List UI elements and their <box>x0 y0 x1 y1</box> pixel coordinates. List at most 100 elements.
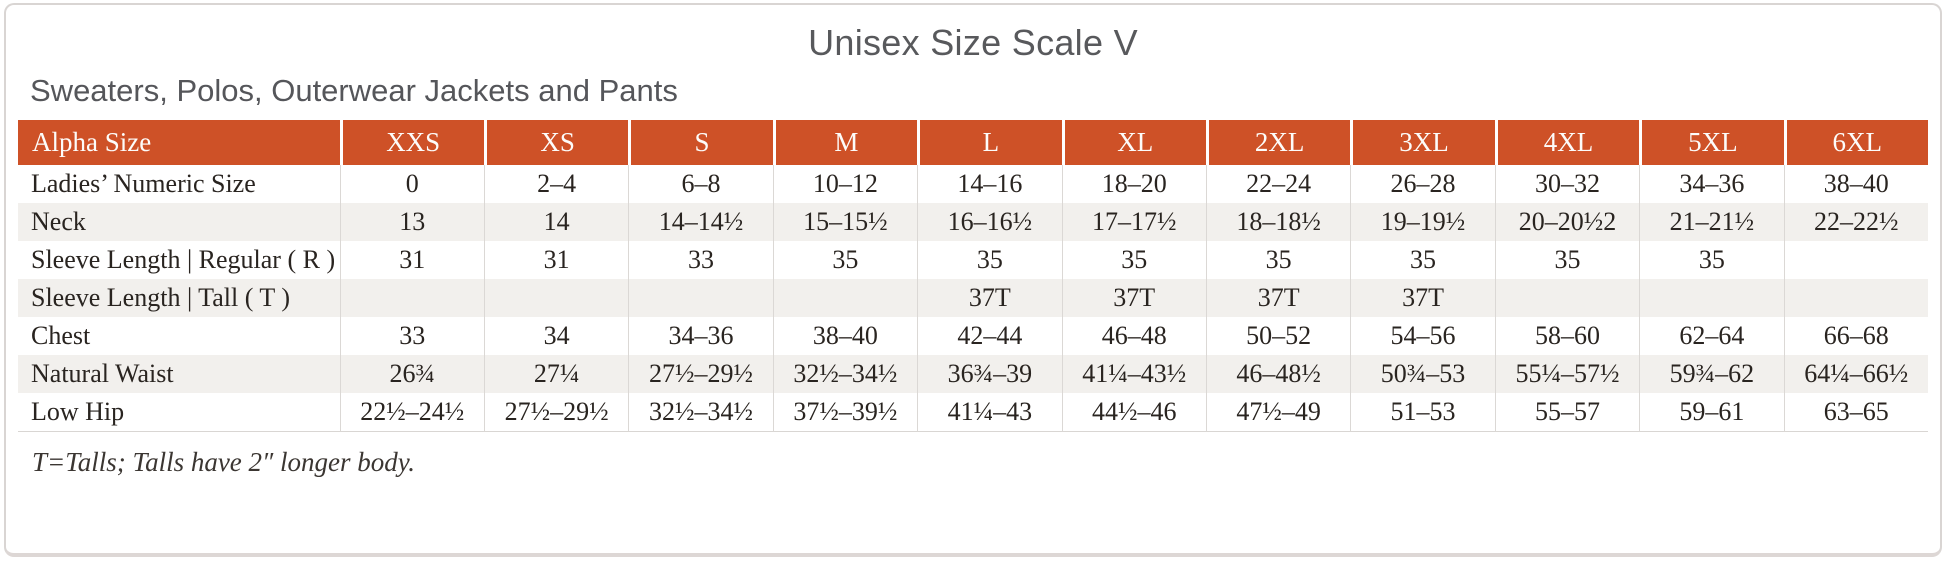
size-cell: 32½–34½ <box>628 393 773 432</box>
size-cell: 18–20 <box>1061 165 1206 203</box>
size-cell: 47½–49 <box>1205 393 1351 432</box>
header-row: Alpha Size XXS XS S M L XL 2XL 3XL 4XL 5XL 6XL <box>18 120 1928 165</box>
size-cell: 14–14½ <box>628 203 773 241</box>
size-cell <box>628 279 773 317</box>
column-header: XS <box>483 120 629 165</box>
size-cell: 38–40 <box>1783 165 1928 203</box>
size-cell: 42–44 <box>917 317 1062 355</box>
column-header: 6XL <box>1783 120 1928 165</box>
row-label: Natural Waist <box>18 355 340 393</box>
size-cell: 41¼–43½ <box>1061 355 1206 393</box>
column-header: L <box>917 120 1062 165</box>
size-cell: 36¾–39 <box>917 355 1062 393</box>
size-cell: 35 <box>917 241 1062 279</box>
size-cell: 10–12 <box>772 165 918 203</box>
size-cell: 35 <box>1205 241 1351 279</box>
size-cell: 46–48½ <box>1205 355 1351 393</box>
size-cell: 66–68 <box>1783 317 1928 355</box>
size-cell: 35 <box>1494 241 1640 279</box>
size-cell: 64¼–66½ <box>1783 355 1928 393</box>
table-body: Ladies’ Numeric Size 0 2–4 6–8 10–12 14–16 18–… <box>18 165 1928 432</box>
size-cell: 59–61 <box>1639 393 1784 432</box>
size-cell: 62–64 <box>1639 317 1784 355</box>
size-cell: 15–15½ <box>772 203 918 241</box>
table-header: Alpha Size XXS XS S M L XL 2XL 3XL 4XL 5XL 6XL <box>18 120 1928 165</box>
size-cell: 31 <box>339 241 484 279</box>
size-cell: 37T <box>1350 279 1495 317</box>
size-cell: 34–36 <box>628 317 773 355</box>
table-row: Chest 33 34 34–36 38–40 42–44 46–48 50–52 54–56 5… <box>18 317 1928 355</box>
corner-header: Alpha Size <box>18 120 340 165</box>
row-label: Neck <box>18 203 340 241</box>
size-cell: 14 <box>483 203 629 241</box>
size-cell: 18–18½ <box>1205 203 1351 241</box>
size-cell: 41¼–43 <box>917 393 1062 432</box>
size-cell: 37T <box>1061 279 1206 317</box>
size-cell: 14–16 <box>917 165 1062 203</box>
size-cell: 20–20½2 <box>1494 203 1640 241</box>
size-cell: 13 <box>339 203 484 241</box>
size-cell <box>1494 279 1640 317</box>
size-cell: 33 <box>628 241 773 279</box>
size-cell: 22–24 <box>1205 165 1351 203</box>
size-cell: 26–28 <box>1350 165 1495 203</box>
column-header: 4XL <box>1494 120 1640 165</box>
size-cell: 27½–29½ <box>628 355 773 393</box>
size-cell: 54–56 <box>1350 317 1495 355</box>
size-cell <box>339 279 484 317</box>
size-cell: 55¼–57½ <box>1494 355 1640 393</box>
size-cell: 63–65 <box>1783 393 1928 432</box>
size-cell: 30–32 <box>1494 165 1640 203</box>
size-cell: 35 <box>1061 241 1206 279</box>
size-cell: 34–36 <box>1639 165 1784 203</box>
size-cell: 37½–39½ <box>772 393 918 432</box>
size-cell: 35 <box>1350 241 1495 279</box>
size-cell <box>772 279 918 317</box>
size-cell: 17–17½ <box>1061 203 1206 241</box>
column-header: M <box>772 120 918 165</box>
size-cell: 50–52 <box>1205 317 1351 355</box>
row-label: Low Hip <box>18 393 340 432</box>
size-cell: 26¾ <box>339 355 484 393</box>
table-row: Sleeve Length | Regular ( R ) 31 31 33 35 35 3… <box>18 241 1928 279</box>
size-cell: 16–16½ <box>917 203 1062 241</box>
size-cell: 22½–24½ <box>339 393 484 432</box>
table-row: Ladies’ Numeric Size 0 2–4 6–8 10–12 14–16 18–… <box>18 165 1928 203</box>
column-header: XXS <box>339 120 484 165</box>
size-cell: 33 <box>339 317 484 355</box>
size-cell: 38–40 <box>772 317 918 355</box>
row-label: Chest <box>18 317 340 355</box>
size-cell: 46–48 <box>1061 317 1206 355</box>
size-cell <box>1639 279 1784 317</box>
size-cell: 44½–46 <box>1061 393 1206 432</box>
size-cell: 35 <box>772 241 918 279</box>
size-cell <box>1783 279 1928 317</box>
column-header: XL <box>1061 120 1206 165</box>
size-cell: 55–57 <box>1494 393 1640 432</box>
size-cell: 2–4 <box>483 165 629 203</box>
size-cell: 32½–34½ <box>772 355 918 393</box>
size-cell: 31 <box>483 241 629 279</box>
size-cell: 27¼ <box>483 355 629 393</box>
row-label: Sleeve Length | Tall ( T ) <box>18 279 340 317</box>
size-cell: 37T <box>1205 279 1351 317</box>
size-chart-page: Unisex Size Scale V Sweaters, Polos, Out… <box>4 3 1942 557</box>
size-cell: 0 <box>339 165 484 203</box>
size-cell: 59¾–62 <box>1639 355 1784 393</box>
table-row: Sleeve Length | Tall ( T ) 37T 37T 37T 37T <box>18 279 1928 317</box>
size-cell: 58–60 <box>1494 317 1640 355</box>
size-cell: 22–22½ <box>1783 203 1928 241</box>
size-table: Alpha Size XXS XS S M L XL 2XL 3XL 4XL 5XL 6XL Ladi… <box>18 120 1928 432</box>
size-cell: 27½–29½ <box>483 393 629 432</box>
column-header: 2XL <box>1205 120 1351 165</box>
column-header: 5XL <box>1639 120 1784 165</box>
size-cell: 51–53 <box>1350 393 1495 432</box>
footnote: T=Talls; Talls have 2″ longer body. <box>32 447 416 477</box>
row-label: Sleeve Length | Regular ( R ) <box>18 241 340 279</box>
page-subtitle: Sweaters, Polos, Outerwear Jackets and P… <box>30 73 678 108</box>
size-cell: 50¾–53 <box>1350 355 1495 393</box>
page-title: Unisex Size Scale V <box>808 22 1138 63</box>
table-row: Neck 13 14 14–14½ 15–15½ 16–16½ 17–17½ 18–18½ 19… <box>18 203 1928 241</box>
table-row: Low Hip 22½–24½ 27½–29½ 32½–34½ 37½–39½ 41¼–4… <box>18 393 1928 432</box>
size-cell: 21–21½ <box>1639 203 1784 241</box>
